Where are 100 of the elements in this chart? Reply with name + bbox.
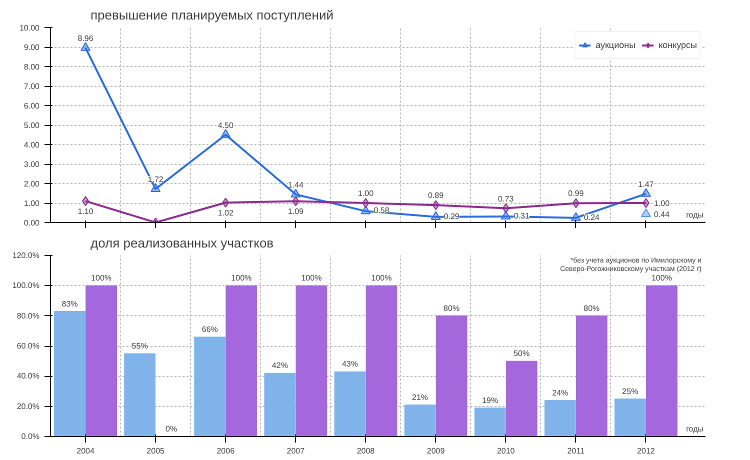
x-tick-label: 2010 (496, 446, 516, 456)
point (220, 129, 231, 138)
y-tick-label: 3.00 (24, 160, 40, 169)
data-label: 80% (444, 304, 460, 313)
chart-title: доля реализованных участков (90, 236, 274, 250)
bar (646, 285, 678, 436)
x-tick-label: 2004 (76, 446, 95, 456)
bar (296, 285, 328, 436)
y-tick-label: 20.0% (16, 402, 40, 411)
data-label: 43% (342, 360, 358, 369)
data-label: 66% (202, 324, 218, 334)
bar (194, 336, 226, 436)
point (430, 211, 441, 220)
y-tick-label: 1.00 (24, 199, 40, 208)
data-label: 100% (651, 274, 672, 283)
bar (404, 404, 436, 436)
y-tick-label: 9.00 (24, 43, 40, 52)
data-label: 83% (62, 299, 78, 308)
point (360, 205, 371, 214)
point (292, 196, 300, 206)
x-axis-title: годы (686, 424, 704, 434)
y-tick-label: 40.0% (16, 372, 40, 381)
data-label: 0.31 (514, 211, 530, 220)
data-label: 1.47 (638, 180, 654, 189)
data-label: 25% (622, 386, 638, 396)
y-tick-label: 5.00 (24, 121, 40, 130)
point (570, 212, 581, 221)
point (642, 198, 650, 208)
point (80, 42, 91, 51)
y-tick-label: 80.0% (16, 311, 40, 320)
data-label: 8.96 (78, 34, 94, 43)
point (222, 198, 230, 208)
data-label: 100% (231, 274, 252, 283)
y-tick-label: 6.00 (24, 102, 40, 110)
data-label: 50% (514, 349, 530, 358)
y-tick-label: 0.00 (24, 218, 40, 228)
y-tick-label: 100.0% (12, 281, 40, 290)
point (640, 188, 651, 197)
legend-label: аукционы (596, 40, 636, 50)
bar (264, 372, 296, 436)
bar (124, 353, 156, 436)
x-tick-label: 2009 (426, 446, 446, 456)
bar (226, 285, 258, 436)
bar (86, 285, 117, 436)
bar (506, 360, 538, 436)
x-tick-label: 2011 (567, 446, 586, 456)
data-label: 1.02 (218, 208, 234, 218)
data-label: 1.00 (358, 189, 374, 198)
point (290, 188, 301, 198)
point (572, 198, 580, 208)
point (150, 183, 161, 192)
x-tick-label: 2006 (216, 446, 236, 456)
bar (436, 316, 468, 436)
legend-label: конкурсы (658, 40, 697, 50)
data-label: 21% (412, 392, 428, 402)
data-label: 1.44 (288, 180, 304, 190)
x-tick-label: 2007 (286, 446, 306, 456)
x-tick-label: 2008 (356, 446, 376, 456)
y-tick-label: 10.00 (19, 24, 40, 32)
data-label: 55% (132, 342, 148, 351)
bar (334, 371, 366, 436)
y-tick-label: 8.00 (24, 62, 40, 72)
point (500, 210, 511, 220)
data-label: 1.10 (78, 207, 94, 216)
data-label: 0.44 (654, 210, 670, 219)
point (640, 208, 651, 218)
y-tick-label: 7.00 (24, 82, 40, 91)
x-tick-label: 2005 (146, 446, 166, 456)
data-label: 1.09 (288, 207, 304, 216)
y-tick-label: 4.00 (24, 140, 40, 150)
bar (474, 408, 506, 436)
data-label: 0.89 (428, 191, 444, 200)
bar (544, 400, 576, 436)
chart-title: превышение планируемых поступлений (90, 8, 334, 22)
data-label: 0.99 (568, 189, 584, 198)
point (432, 200, 440, 210)
data-label: 0% (166, 424, 178, 434)
data-label: 0.73 (498, 194, 514, 204)
bar (576, 316, 608, 436)
bar (366, 285, 398, 436)
data-label: 4.50 (218, 120, 234, 130)
y-tick-label: 60.0% (16, 342, 40, 350)
point (82, 196, 90, 206)
y-tick-label: 120.0% (12, 251, 40, 260)
data-label: 0.29 (444, 212, 460, 221)
bar (614, 398, 646, 436)
data-label: 0.58 (374, 206, 390, 216)
data-label: 1.00 (654, 199, 670, 208)
data-label: 19% (482, 396, 498, 405)
data-label: 0.24 (584, 212, 600, 222)
y-tick-label: 2.00 (24, 180, 40, 188)
x-tick-label: 2012 (637, 446, 656, 456)
data-label: 1.72 (148, 174, 164, 184)
data-label: 100% (301, 274, 322, 283)
y-tick-label: 0.0% (21, 432, 40, 441)
point (362, 198, 370, 208)
x-axis-title: годы (686, 210, 704, 220)
point (502, 203, 510, 214)
data-label: 24% (552, 388, 568, 398)
data-label: 42% (272, 361, 288, 370)
